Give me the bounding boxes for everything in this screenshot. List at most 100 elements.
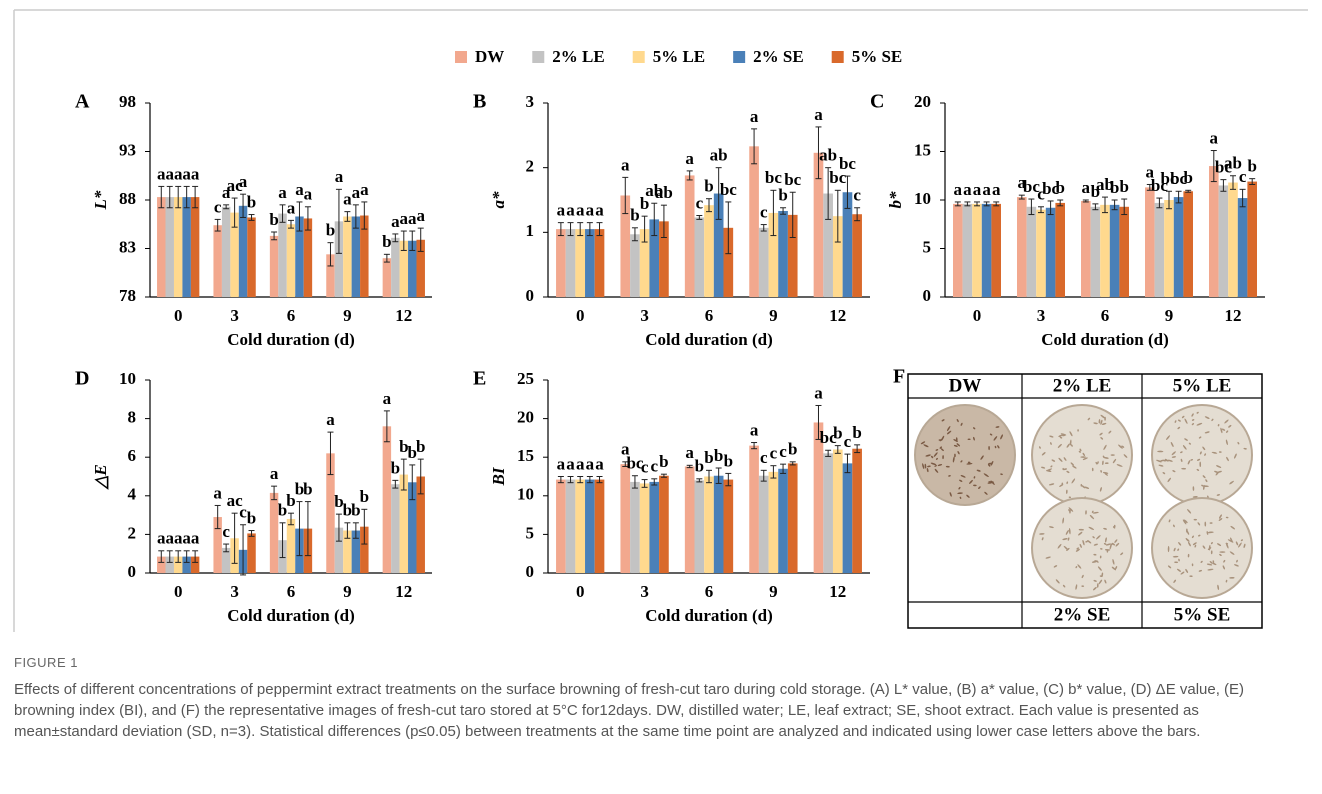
significance-letter: a <box>595 201 604 220</box>
bar <box>823 453 833 573</box>
bar <box>723 480 733 573</box>
x-axis-label: Cold duration (d) <box>1041 330 1169 349</box>
bar <box>630 234 640 297</box>
significance-letter: c <box>641 457 649 476</box>
bar <box>247 533 255 573</box>
bar <box>852 214 862 297</box>
photo-header: 5% LE <box>1173 375 1232 396</box>
photo-header: 2% LE <box>1053 375 1112 396</box>
bar <box>695 480 705 573</box>
bar <box>620 464 630 573</box>
bar <box>991 204 1001 297</box>
bar <box>1100 205 1110 297</box>
x-tick-label: 12 <box>395 582 412 601</box>
bar <box>714 476 724 573</box>
bar <box>157 197 165 297</box>
y-tick-label: 20 <box>914 92 931 111</box>
x-tick-label: 3 <box>230 582 239 601</box>
significance-letter: a <box>750 107 759 126</box>
significance-letter: b <box>247 508 256 527</box>
bar <box>972 204 982 297</box>
bar <box>1110 205 1120 297</box>
x-tick-label: 9 <box>769 582 778 601</box>
significance-letter: b <box>788 440 797 459</box>
bar <box>343 216 351 297</box>
significance-letter: c <box>696 193 704 212</box>
bar <box>595 229 605 297</box>
bar <box>575 229 585 297</box>
legend-swatch <box>733 51 745 63</box>
significance-letter: c <box>760 202 768 221</box>
bar <box>1145 187 1155 297</box>
significance-letter: c <box>650 457 658 476</box>
x-tick-label: 0 <box>576 582 585 601</box>
y-tick-label: 88 <box>119 189 136 208</box>
bar <box>391 238 399 297</box>
photo-footer: 5% SE <box>1174 604 1231 625</box>
bar <box>278 214 286 297</box>
significance-letter: a <box>360 180 369 199</box>
x-tick-label: 0 <box>576 306 585 325</box>
bar <box>953 204 963 297</box>
significance-letter: a <box>576 454 585 473</box>
significance-letter: a <box>557 201 566 220</box>
bar <box>585 480 595 573</box>
significance-letter: a <box>576 201 585 220</box>
bar <box>963 204 973 297</box>
significance-letter: c <box>760 448 768 467</box>
bar <box>174 197 182 297</box>
bar <box>778 469 788 573</box>
y-tick-label: 93 <box>119 140 136 159</box>
significance-letter: c <box>214 197 222 216</box>
significance-letter: b <box>303 479 312 498</box>
x-tick-label: 9 <box>769 306 778 325</box>
significance-letter: a <box>685 443 694 462</box>
bar <box>595 480 605 573</box>
y-tick-label: 83 <box>119 237 136 256</box>
significance-letter: c <box>770 444 778 463</box>
y-tick-label: 0 <box>923 286 932 305</box>
bar <box>239 206 247 297</box>
significance-letter: a <box>557 454 566 473</box>
significance-letter: a <box>814 383 823 402</box>
significance-letter: bc <box>784 170 801 189</box>
x-tick-label: 9 <box>343 582 352 601</box>
legend-label: 2% SE <box>753 47 804 66</box>
significance-letter: b <box>852 423 861 442</box>
significance-letter: ab <box>710 146 728 165</box>
bar <box>556 229 566 297</box>
significance-letter: b <box>659 452 668 471</box>
significance-letter: a <box>621 155 630 174</box>
x-tick-label: 6 <box>287 582 296 601</box>
significance-letter: a <box>326 410 335 429</box>
significance-letter: a <box>685 149 694 168</box>
bar <box>1055 203 1065 297</box>
significance-letter: a <box>383 389 392 408</box>
bar <box>1017 197 1027 297</box>
x-axis-label: Cold duration (d) <box>227 330 355 349</box>
bar <box>1228 183 1238 297</box>
legend-swatch <box>633 51 645 63</box>
legend-swatch <box>832 51 844 63</box>
bar <box>1238 198 1248 297</box>
y-tick-label: 0 <box>526 562 535 581</box>
bar <box>222 207 230 297</box>
bar <box>556 480 566 573</box>
significance-letter: a <box>566 201 575 220</box>
panel-label: B <box>473 91 486 113</box>
panel-label: A <box>75 91 90 113</box>
bar <box>566 480 576 573</box>
x-tick-label: 6 <box>1101 306 1110 325</box>
bar <box>778 211 788 297</box>
y-tick-label: 78 <box>119 286 136 305</box>
bar <box>287 224 295 297</box>
bar <box>270 236 278 297</box>
significance-letter: a <box>954 180 963 199</box>
significance-letter: bc <box>765 168 782 187</box>
bar <box>630 482 640 573</box>
bar <box>247 217 255 297</box>
legend-label: 5% SE <box>852 47 903 66</box>
bar <box>685 175 695 297</box>
bar <box>1036 210 1046 297</box>
